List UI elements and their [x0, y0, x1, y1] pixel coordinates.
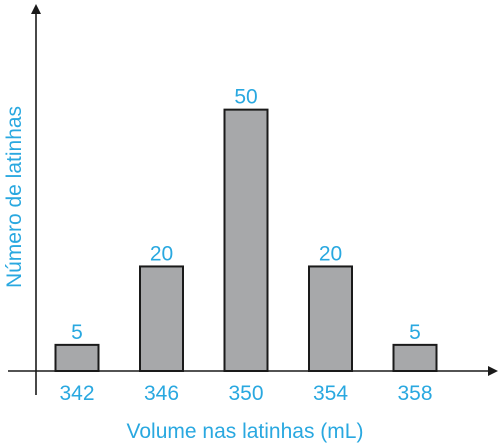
value-label-346: 20: [150, 242, 173, 265]
value-label-354: 20: [319, 242, 342, 265]
bar-342: [54, 343, 100, 373]
x-tick-label-358: 358: [397, 382, 432, 405]
x-tick-label-350: 350: [228, 382, 263, 405]
bar-350: [223, 108, 269, 373]
bars-layer: [54, 108, 438, 373]
bar-354: [308, 265, 353, 373]
value-labels-layer: 5 20 50 20 5: [71, 86, 421, 344]
x-axis-title: Volume nas latinhas (mL): [127, 420, 364, 443]
value-label-358: 5: [409, 321, 421, 344]
x-tick-label-346: 346: [144, 382, 179, 405]
x-tick-label-354: 354: [313, 382, 348, 405]
y-axis-title: Número de latinhas: [3, 106, 26, 288]
value-label-350: 50: [234, 86, 257, 109]
bar-358: [392, 343, 438, 373]
bar-346: [139, 265, 184, 373]
value-label-342: 5: [71, 321, 83, 344]
tick-labels-layer: 342 346 350 354 358: [59, 382, 432, 405]
x-tick-label-342: 342: [59, 382, 94, 405]
